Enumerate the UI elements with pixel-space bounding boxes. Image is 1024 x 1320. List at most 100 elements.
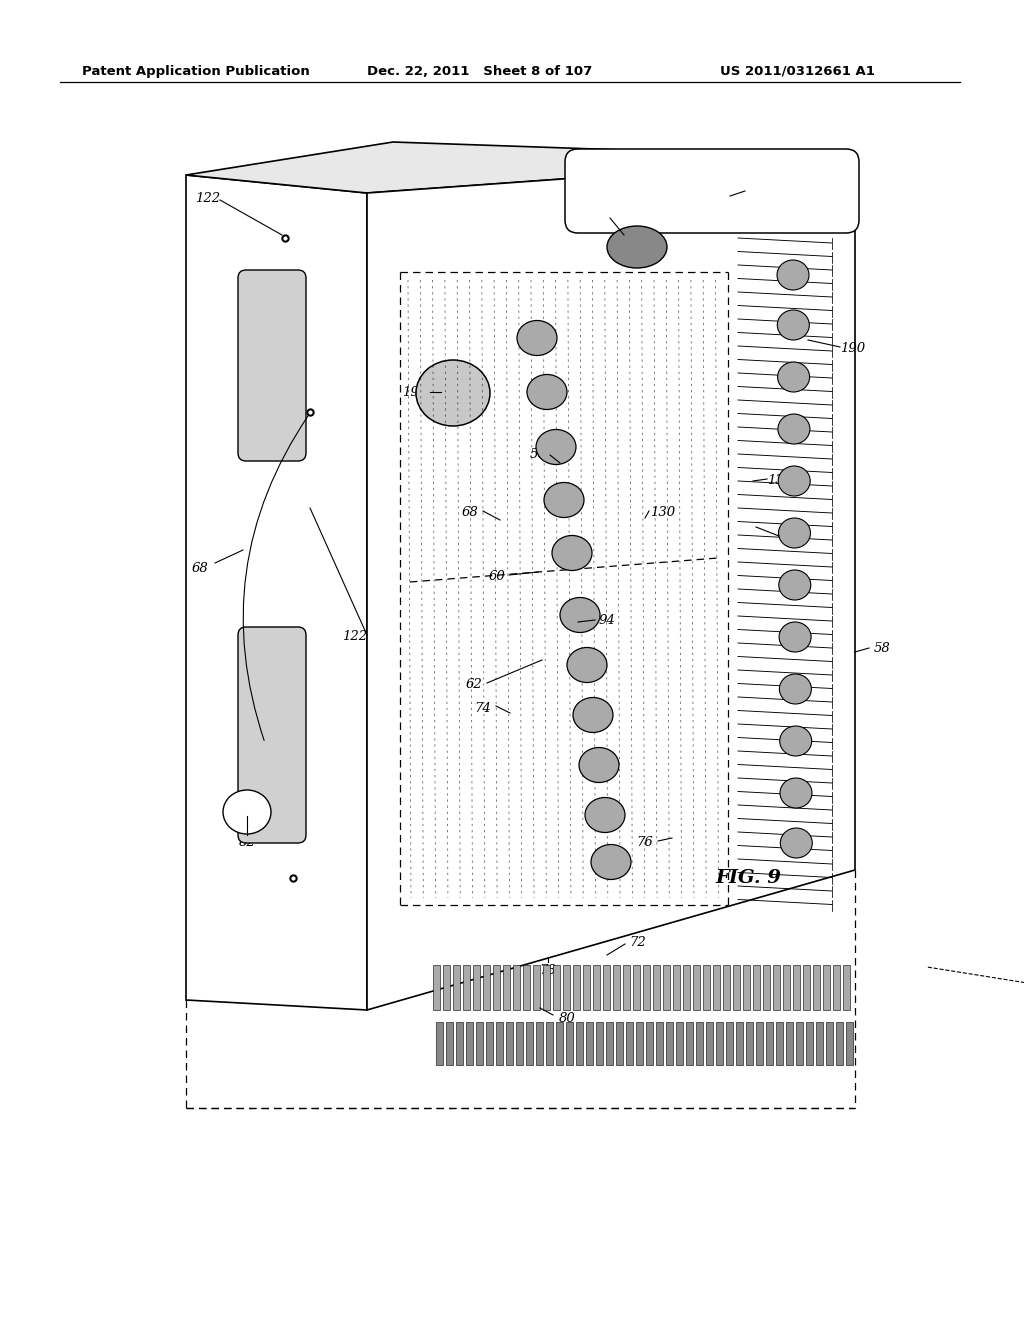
Text: 76: 76 <box>637 837 653 850</box>
Polygon shape <box>575 1022 584 1065</box>
Ellipse shape <box>579 747 618 783</box>
Text: 80: 80 <box>559 1011 575 1024</box>
Ellipse shape <box>544 483 584 517</box>
Polygon shape <box>534 965 541 1010</box>
Ellipse shape <box>778 466 810 496</box>
Polygon shape <box>756 1022 763 1065</box>
Text: 190: 190 <box>402 385 428 399</box>
Ellipse shape <box>777 362 810 392</box>
Ellipse shape <box>573 697 613 733</box>
Polygon shape <box>566 1022 573 1065</box>
Polygon shape <box>536 1022 543 1065</box>
Polygon shape <box>586 1022 593 1065</box>
Polygon shape <box>823 965 830 1010</box>
Polygon shape <box>836 1022 843 1065</box>
FancyBboxPatch shape <box>238 271 306 461</box>
Ellipse shape <box>778 517 811 548</box>
Ellipse shape <box>779 570 811 601</box>
Polygon shape <box>516 1022 523 1065</box>
Polygon shape <box>463 965 470 1010</box>
Text: Dec. 22, 2011   Sheet 8 of 107: Dec. 22, 2011 Sheet 8 of 107 <box>367 65 592 78</box>
Polygon shape <box>526 1022 534 1065</box>
Polygon shape <box>523 965 530 1010</box>
Polygon shape <box>663 965 670 1010</box>
Text: 62: 62 <box>466 678 482 692</box>
Text: 122: 122 <box>240 742 264 755</box>
Text: 68: 68 <box>191 561 208 574</box>
Ellipse shape <box>779 622 811 652</box>
Polygon shape <box>826 1022 834 1065</box>
Polygon shape <box>746 1022 754 1065</box>
FancyBboxPatch shape <box>565 149 859 234</box>
Polygon shape <box>676 1022 683 1065</box>
Text: 60: 60 <box>488 570 506 583</box>
Text: 54: 54 <box>594 210 610 223</box>
Polygon shape <box>436 1022 443 1065</box>
Polygon shape <box>783 965 791 1010</box>
Polygon shape <box>706 1022 713 1065</box>
Text: 82: 82 <box>239 837 255 850</box>
Polygon shape <box>596 1022 603 1065</box>
Text: 130: 130 <box>650 507 676 520</box>
Polygon shape <box>683 965 690 1010</box>
Polygon shape <box>546 1022 553 1065</box>
Polygon shape <box>573 965 581 1010</box>
Text: 122: 122 <box>342 631 368 644</box>
Ellipse shape <box>779 675 811 704</box>
Polygon shape <box>367 158 855 1010</box>
Polygon shape <box>486 1022 494 1065</box>
Text: 94: 94 <box>599 614 615 627</box>
Polygon shape <box>613 965 621 1010</box>
Ellipse shape <box>567 648 607 682</box>
Ellipse shape <box>591 845 631 879</box>
Polygon shape <box>636 1022 643 1065</box>
Polygon shape <box>713 965 720 1010</box>
Polygon shape <box>666 1022 673 1065</box>
Polygon shape <box>686 1022 693 1065</box>
Text: 74: 74 <box>475 701 492 714</box>
Polygon shape <box>186 176 367 1010</box>
Ellipse shape <box>517 321 557 355</box>
Polygon shape <box>623 965 630 1010</box>
Text: 56: 56 <box>529 449 547 462</box>
Polygon shape <box>723 965 730 1010</box>
Text: FIG. 9: FIG. 9 <box>715 869 781 887</box>
Polygon shape <box>703 965 711 1010</box>
Polygon shape <box>476 1022 483 1065</box>
Ellipse shape <box>779 726 812 756</box>
Polygon shape <box>496 1022 503 1065</box>
Polygon shape <box>816 1022 823 1065</box>
Polygon shape <box>776 1022 783 1065</box>
FancyBboxPatch shape <box>238 627 306 843</box>
Polygon shape <box>673 965 680 1010</box>
Polygon shape <box>796 1022 803 1065</box>
Polygon shape <box>763 965 770 1010</box>
Ellipse shape <box>560 598 600 632</box>
Ellipse shape <box>416 360 490 426</box>
Text: 58: 58 <box>873 642 891 655</box>
Ellipse shape <box>585 797 625 833</box>
Text: 188: 188 <box>746 185 771 198</box>
Text: 72: 72 <box>630 936 646 949</box>
Polygon shape <box>753 965 760 1010</box>
Ellipse shape <box>780 777 812 808</box>
Text: 78: 78 <box>540 964 556 977</box>
Polygon shape <box>443 965 451 1010</box>
Polygon shape <box>766 1022 773 1065</box>
Polygon shape <box>466 1022 473 1065</box>
Polygon shape <box>633 965 640 1010</box>
Polygon shape <box>846 1022 853 1065</box>
Polygon shape <box>806 1022 813 1065</box>
Polygon shape <box>733 965 740 1010</box>
Ellipse shape <box>223 789 271 834</box>
Polygon shape <box>473 965 480 1010</box>
Polygon shape <box>616 1022 624 1065</box>
Polygon shape <box>503 965 510 1010</box>
Polygon shape <box>453 965 460 1010</box>
Polygon shape <box>563 965 570 1010</box>
Polygon shape <box>743 965 751 1010</box>
Polygon shape <box>646 1022 653 1065</box>
Polygon shape <box>446 1022 454 1065</box>
Ellipse shape <box>536 429 575 465</box>
Text: 68: 68 <box>462 507 478 520</box>
